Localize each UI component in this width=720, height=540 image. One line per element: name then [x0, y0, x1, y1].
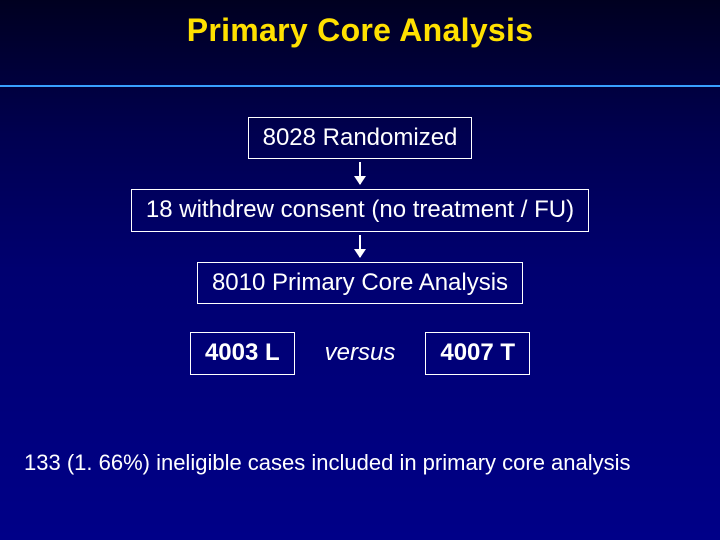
flow-arrow-1 [359, 162, 361, 184]
footnote-text: 133 (1. 66%) ineligible cases included i… [24, 450, 631, 476]
flow-node-withdrew: 18 withdrew consent (no treatment / FU) [131, 189, 589, 231]
flowchart: 8028 Randomized 18 withdrew consent (no … [0, 117, 720, 375]
flow-node-randomized: 8028 Randomized [248, 117, 473, 159]
compare-left-box: 4003 L [190, 332, 295, 374]
comparison-row: 4003 L versus 4007 T [190, 332, 530, 374]
compare-connector: versus [325, 339, 396, 367]
title-divider [0, 85, 720, 87]
flow-arrow-2 [359, 235, 361, 257]
flow-node-primary-core: 8010 Primary Core Analysis [197, 262, 523, 304]
slide-title: Primary Core Analysis [0, 0, 720, 49]
compare-right-box: 4007 T [425, 332, 530, 374]
